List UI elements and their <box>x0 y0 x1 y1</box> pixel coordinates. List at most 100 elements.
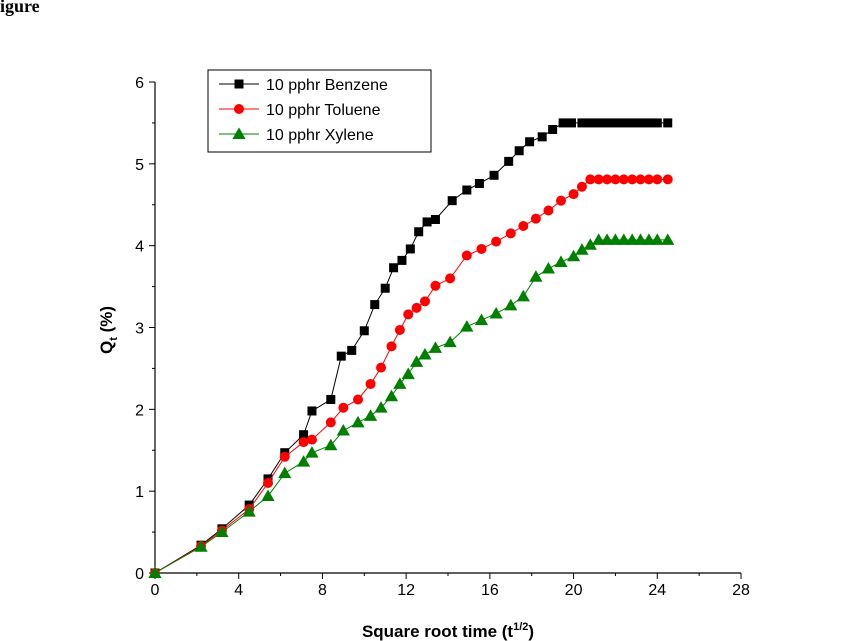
data-point <box>336 351 346 361</box>
data-point <box>261 489 275 502</box>
series-10-pphr-xylene <box>148 233 675 578</box>
x-axis: 0 4 8 12 16 20 24 28 <box>151 573 750 599</box>
data-point <box>600 233 614 245</box>
header-fragment: igure <box>0 0 40 16</box>
data-point <box>363 409 378 421</box>
series-line <box>154 122 668 574</box>
data-point <box>430 280 441 291</box>
x-tick-label: 8 <box>318 582 327 599</box>
data-point <box>554 255 568 267</box>
x-tick-label: 24 <box>648 582 666 599</box>
data-point <box>610 118 620 128</box>
data-point <box>619 118 629 128</box>
data-point <box>326 395 336 405</box>
data-point <box>474 313 489 326</box>
data-point <box>305 446 319 458</box>
data-point <box>380 283 390 293</box>
x-tick-label: 16 <box>481 582 499 599</box>
data-point <box>401 367 415 380</box>
data-point <box>633 233 648 245</box>
data-point <box>644 118 654 128</box>
x-tick-label: 4 <box>234 582 243 599</box>
data-point <box>359 326 369 336</box>
x-axis-title-main: Square root time (t <box>362 622 513 641</box>
data-point <box>516 289 530 302</box>
data-point <box>460 320 474 332</box>
plot-area <box>154 82 741 574</box>
data-point <box>602 174 613 185</box>
data-point <box>505 228 516 239</box>
y-axis-title-main: Q <box>97 341 116 354</box>
data-point <box>298 437 309 448</box>
data-point <box>541 261 556 274</box>
data-point <box>194 540 208 552</box>
data-point <box>504 156 514 166</box>
legend-marker <box>234 79 244 89</box>
data-point <box>419 296 430 307</box>
data-point <box>403 309 414 320</box>
data-point <box>530 213 541 224</box>
data-point <box>617 233 631 245</box>
data-point <box>445 273 456 284</box>
legend-label: 10 pphr Xylene <box>266 127 374 144</box>
data-point <box>405 244 415 254</box>
data-point <box>278 466 292 479</box>
data-point <box>414 227 424 237</box>
data-point <box>447 196 457 206</box>
data-point <box>642 233 656 245</box>
data-point <box>428 341 443 353</box>
data-point <box>393 377 407 389</box>
y-tick-label: 3 <box>135 321 144 338</box>
x-tick-label: 20 <box>565 582 583 599</box>
data-point <box>635 174 646 185</box>
data-point <box>476 243 487 254</box>
data-point <box>566 118 576 128</box>
data-point <box>602 118 612 128</box>
x-axis-title: Square root time (t1/2) <box>362 621 534 641</box>
legend-marker <box>232 127 246 139</box>
y-axis-title-unit: (%) <box>97 306 116 337</box>
data-point <box>474 178 484 188</box>
legend: 10 pphr Benzene 10 pphr Toluene 10 pphr Xy… <box>207 69 432 153</box>
y-axis-title: Qt (%) <box>97 306 120 354</box>
data-point <box>650 233 664 245</box>
data-point <box>652 118 662 128</box>
data-point <box>618 174 629 185</box>
data-point <box>411 302 422 313</box>
data-point <box>325 417 336 428</box>
legend-label: 10 pphr Benzene <box>266 77 388 94</box>
data-point <box>351 415 365 428</box>
y-tick-label: 1 <box>135 484 144 501</box>
data-point <box>556 195 567 206</box>
data-point <box>585 118 595 128</box>
y-axis-title-subscript: t <box>108 337 120 341</box>
data-point <box>652 174 663 185</box>
data-point <box>627 118 637 128</box>
y-tick-label: 0 <box>135 566 144 583</box>
data-point <box>576 181 587 192</box>
data-point <box>537 132 547 142</box>
data-point <box>410 355 424 367</box>
legend-item: 10 pphr Toluene <box>219 102 381 119</box>
data-point <box>389 263 399 273</box>
data-point <box>636 118 646 128</box>
data-point <box>370 300 380 310</box>
y-tick-label: 2 <box>135 402 144 419</box>
data-point <box>384 389 399 402</box>
data-point <box>518 221 529 232</box>
data-point <box>443 335 457 348</box>
legend-label: 10 pphr Toluene <box>266 102 381 119</box>
data-point <box>324 438 338 451</box>
data-point <box>627 174 638 185</box>
data-point <box>548 124 558 134</box>
data-point <box>299 430 309 440</box>
data-point <box>489 170 499 180</box>
data-point <box>386 341 397 352</box>
data-point <box>592 233 606 245</box>
legend-item: 10 pphr Xylene <box>219 127 374 144</box>
data-point <box>430 214 440 224</box>
data-point <box>575 243 589 255</box>
y-tick-label: 5 <box>135 157 144 174</box>
data-point <box>514 146 524 156</box>
data-point <box>585 174 596 185</box>
